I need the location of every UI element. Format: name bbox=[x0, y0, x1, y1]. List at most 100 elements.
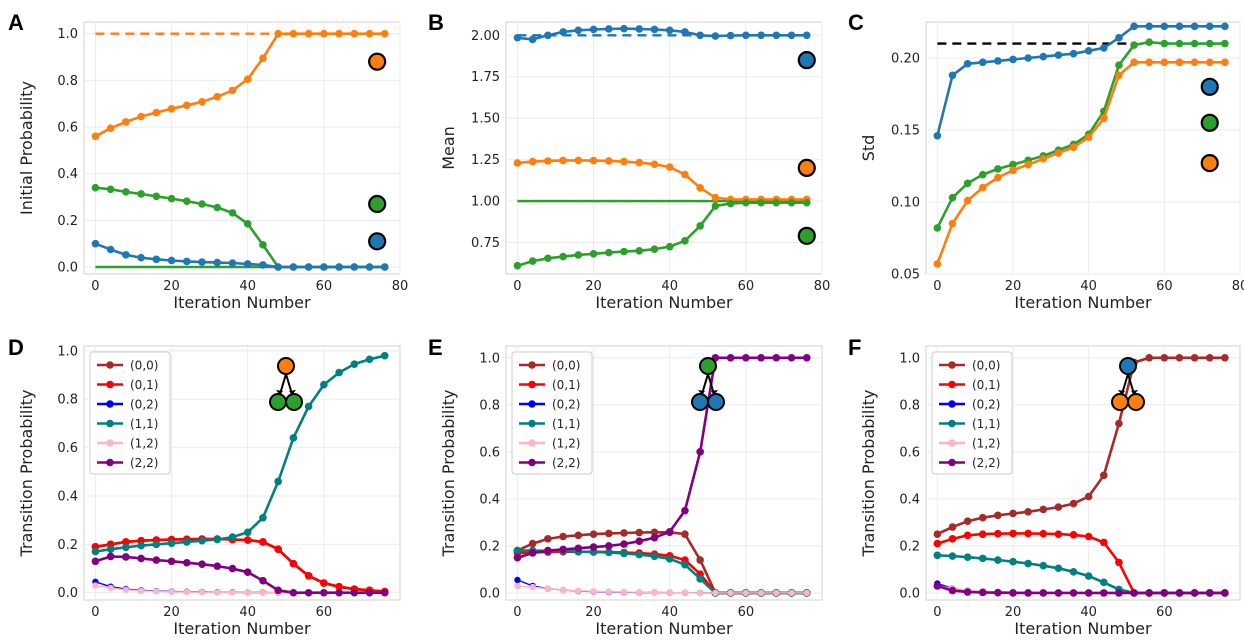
data-point bbox=[772, 31, 781, 40]
legend-label: (0,2) bbox=[972, 398, 1000, 412]
data-point bbox=[320, 579, 328, 587]
data-point bbox=[259, 241, 267, 249]
panel-a: A 0.0 0.2 0.4 0.6 0.8 1.0 0 20 40 60 80 Iteration Nu… bbox=[8, 10, 408, 312]
data-point bbox=[259, 54, 267, 62]
data-point bbox=[513, 33, 522, 42]
legend-swatch-marker bbox=[528, 458, 536, 467]
data-point bbox=[1145, 38, 1154, 46]
tree-arrowhead bbox=[711, 390, 718, 395]
y-tick-label: 0.2 bbox=[899, 539, 920, 554]
data-point bbox=[636, 589, 643, 596]
legend-swatch-marker bbox=[528, 380, 536, 389]
data-point bbox=[289, 588, 298, 597]
data-point bbox=[1115, 419, 1123, 428]
data-point bbox=[198, 589, 206, 596]
legend-label: (0,2) bbox=[552, 398, 580, 412]
data-point bbox=[1221, 22, 1229, 31]
data-point bbox=[91, 183, 100, 192]
data-point bbox=[1160, 589, 1169, 597]
data-point bbox=[933, 530, 942, 538]
data-point bbox=[575, 587, 582, 595]
data-point bbox=[1054, 530, 1063, 538]
data-point bbox=[228, 209, 237, 217]
marker-circle bbox=[368, 194, 387, 214]
x-tick-label: 40 bbox=[1080, 279, 1097, 294]
tree-root-node bbox=[699, 357, 717, 375]
data-point bbox=[650, 245, 659, 253]
tree-root-node bbox=[1119, 357, 1137, 375]
legend-label: (0,0) bbox=[130, 359, 158, 373]
data-point bbox=[1190, 58, 1199, 67]
data-point bbox=[1024, 160, 1032, 169]
data-point bbox=[91, 557, 100, 566]
data-point bbox=[696, 448, 704, 456]
data-point bbox=[948, 193, 957, 202]
data-point bbox=[1115, 34, 1123, 42]
data-point bbox=[604, 157, 613, 165]
data-point bbox=[772, 353, 781, 362]
legend-swatch-marker bbox=[106, 419, 114, 428]
x-tick-label: 80 bbox=[392, 279, 409, 294]
y-tick-label: 0.6 bbox=[57, 441, 78, 456]
data-point bbox=[380, 263, 389, 271]
data-point bbox=[91, 132, 100, 141]
x-tick-label: 0 bbox=[91, 605, 99, 620]
data-point bbox=[994, 588, 1002, 597]
y-tick-label: 0.15 bbox=[891, 124, 920, 139]
data-point bbox=[213, 258, 222, 267]
y-tick-label: 1.75 bbox=[471, 70, 500, 85]
data-point bbox=[604, 542, 613, 550]
legend-swatch-marker bbox=[948, 400, 956, 408]
legend-label: (2,2) bbox=[552, 456, 580, 470]
y-axis-label: Mean bbox=[439, 126, 458, 170]
y-tick-label: 1.0 bbox=[899, 351, 920, 366]
data-point bbox=[1100, 538, 1108, 547]
panel-f: F 0.0 0.2 0.4 0.6 0.8 1.0 0 20 40 60 Iteration Numb… bbox=[848, 335, 1241, 638]
data-point bbox=[1009, 589, 1017, 597]
data-point bbox=[167, 256, 176, 265]
x-tick-label: 80 bbox=[814, 279, 831, 294]
tree-glyph bbox=[691, 357, 725, 411]
data-point bbox=[350, 588, 359, 597]
data-point bbox=[289, 434, 298, 442]
data-point bbox=[1130, 22, 1138, 31]
data-point bbox=[1024, 54, 1032, 62]
data-point bbox=[1145, 22, 1154, 31]
data-point bbox=[994, 173, 1002, 182]
data-point bbox=[137, 253, 145, 262]
data-point bbox=[1084, 133, 1093, 141]
data-point bbox=[529, 583, 536, 591]
data-point bbox=[559, 586, 567, 594]
tree-child-node bbox=[707, 393, 725, 411]
legend-label: (0,1) bbox=[552, 378, 580, 392]
data-point bbox=[1084, 572, 1093, 580]
data-point bbox=[107, 584, 114, 592]
data-point bbox=[1205, 39, 1214, 48]
y-tick-label: 0.75 bbox=[471, 236, 500, 251]
data-point bbox=[167, 194, 176, 203]
data-point bbox=[289, 29, 298, 38]
data-point bbox=[1130, 589, 1138, 597]
data-point bbox=[365, 263, 374, 271]
data-point bbox=[544, 535, 552, 543]
data-point bbox=[574, 156, 583, 165]
data-point bbox=[167, 539, 176, 547]
data-point bbox=[963, 59, 972, 68]
marker-circle bbox=[1200, 113, 1219, 132]
legend-swatch-marker bbox=[106, 400, 114, 408]
data-point bbox=[1130, 41, 1138, 49]
data-point bbox=[365, 355, 374, 364]
data-point bbox=[589, 156, 598, 165]
data-point bbox=[1069, 567, 1078, 576]
y-tick-label: 0.2 bbox=[479, 539, 500, 554]
x-tick-label: 60 bbox=[1156, 279, 1173, 294]
data-point bbox=[320, 29, 328, 38]
tree-glyph bbox=[1111, 357, 1145, 411]
data-point bbox=[742, 198, 750, 207]
tree-glyph bbox=[269, 357, 303, 411]
data-point bbox=[1175, 22, 1184, 31]
x-tick-label: 0 bbox=[513, 279, 521, 294]
y-axis-label: Initial Probability bbox=[17, 81, 36, 215]
x-tick-label: 40 bbox=[661, 605, 678, 620]
legend-swatch-marker bbox=[106, 439, 114, 447]
